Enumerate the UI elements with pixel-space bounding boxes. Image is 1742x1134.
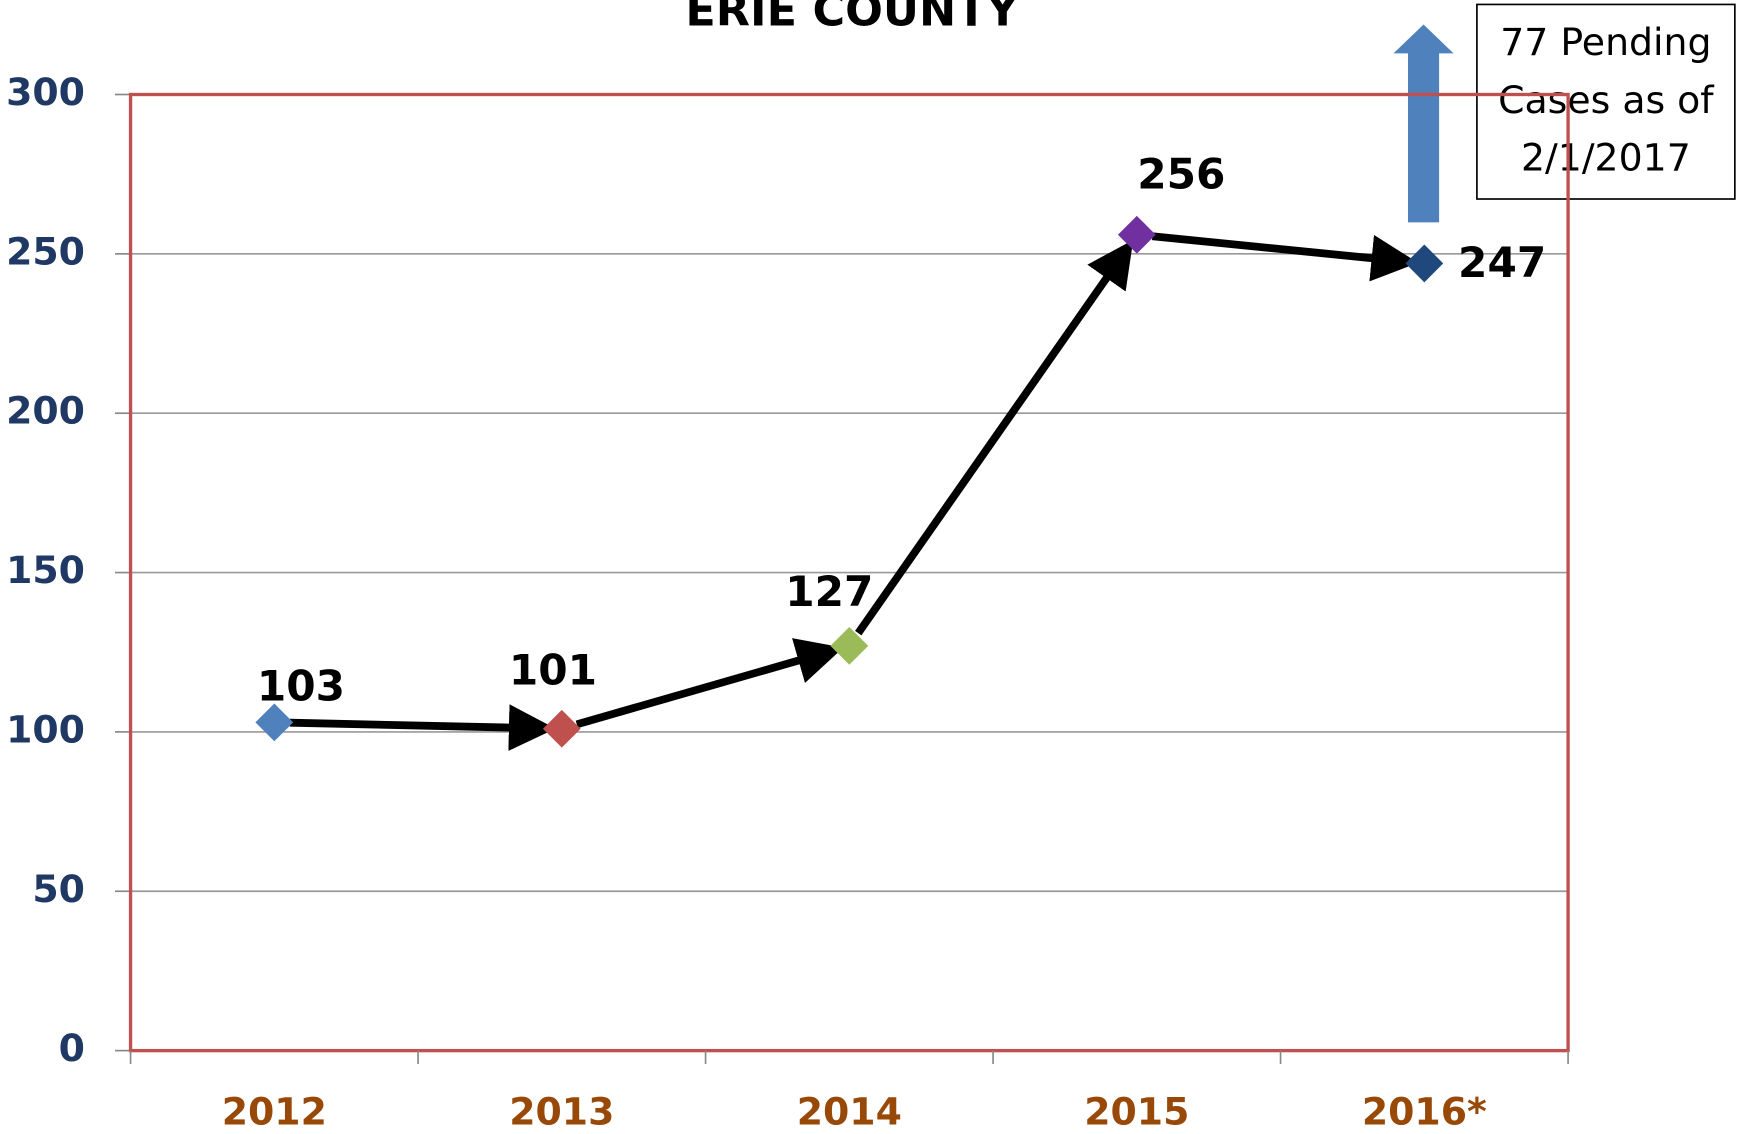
x-tick-label: 2015 bbox=[1084, 1089, 1189, 1133]
trend-arrow bbox=[855, 239, 1134, 636]
y-tick-label: 0 bbox=[59, 1026, 85, 1070]
annotation-box bbox=[1476, 3, 1736, 200]
data-label: 256 bbox=[1137, 149, 1225, 198]
plot-border bbox=[128, 92, 1570, 1053]
y-tick-label: 100 bbox=[6, 707, 85, 751]
x-tick-label: 2014 bbox=[797, 1089, 902, 1133]
y-tick-label: 150 bbox=[6, 548, 85, 592]
point bbox=[542, 709, 581, 748]
y-tick-label: 300 bbox=[6, 70, 85, 114]
point bbox=[830, 626, 869, 665]
x-tick-label: 2016* bbox=[1362, 1089, 1487, 1133]
y-tick-label: 50 bbox=[32, 867, 85, 911]
point bbox=[1117, 215, 1156, 254]
annotation-line: 77 Pending bbox=[1500, 20, 1711, 64]
trend-arrow bbox=[289, 704, 556, 751]
y-tick-label: 250 bbox=[6, 229, 85, 273]
data-label: 247 bbox=[1458, 238, 1546, 287]
data-label: 103 bbox=[257, 661, 345, 710]
trend-arrow bbox=[575, 638, 844, 729]
data-label: 101 bbox=[509, 646, 597, 695]
x-tick-label: 2013 bbox=[509, 1089, 614, 1133]
point bbox=[1405, 244, 1444, 283]
annotation-line: Cases as of bbox=[1498, 78, 1715, 122]
trend-arrow bbox=[1151, 232, 1419, 282]
up-arrow bbox=[1393, 24, 1454, 223]
y-tick-label: 200 bbox=[6, 389, 85, 433]
chart-title: ERIE COUNTY bbox=[685, 0, 1019, 36]
x-tick-label: 2012 bbox=[222, 1089, 327, 1133]
annotation-line: 2/1/2017 bbox=[1521, 136, 1691, 180]
data-label: 127 bbox=[785, 567, 873, 616]
